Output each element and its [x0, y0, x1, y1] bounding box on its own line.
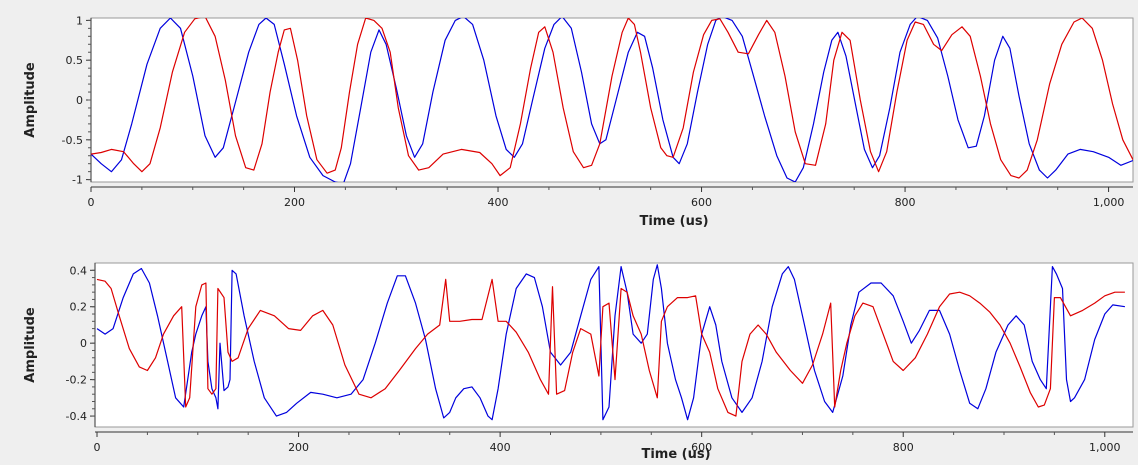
x-tick-label: 400 [490, 441, 511, 454]
x-tick-label: 600 [691, 441, 712, 454]
y-tick-label: 0 [76, 94, 83, 107]
x-tick-label: 800 [895, 196, 916, 209]
x-tick-label: 200 [284, 196, 305, 209]
x-axis-title: Time (us) [639, 214, 708, 229]
x-tick-label: 0 [88, 196, 95, 209]
x-tick-label: 400 [488, 196, 509, 209]
y-tick-label: -0.4 [66, 410, 87, 423]
y-axis-title: Amplitude [23, 62, 38, 138]
y-tick-label: 1 [76, 14, 83, 27]
y-tick-label: -0.5 [62, 134, 83, 147]
series-line-1 [96, 264, 1125, 421]
x-tick-label: 1,000 [1089, 441, 1121, 454]
x-tick-label: 600 [691, 196, 712, 209]
plot-area [94, 262, 1134, 428]
x-tick-label: 1,000 [1093, 196, 1125, 209]
x-tick-label: 200 [288, 441, 309, 454]
series-line-1 [91, 18, 1133, 182]
series-line-2 [91, 18, 1133, 179]
x-axis-title: Time (us) [641, 447, 710, 461]
chart-2: 0.4 0.2 0 -0.2 -0.4 0 200 400 600 800 1,000 Time (u… [23, 262, 1134, 462]
y-tick-label: 0.4 [70, 264, 88, 277]
y-tick-label: 0.5 [66, 54, 84, 67]
x-tick-label: 0 [94, 441, 101, 454]
series-line-2 [96, 278, 1125, 417]
y-tick-label: -1 [72, 174, 83, 187]
y-tick-label: 0.2 [70, 301, 88, 314]
y-axis-title: Amplitude [23, 307, 38, 383]
plot-area [90, 17, 1134, 183]
x-tick-label: 800 [893, 441, 914, 454]
chart-1: 1 0.5 0 -0.5 -1 0 200 400 600 800 1,000 Time (us) Am… [23, 14, 1134, 229]
y-tick-label: 0 [80, 337, 87, 350]
y-tick-label: -0.2 [66, 374, 87, 387]
